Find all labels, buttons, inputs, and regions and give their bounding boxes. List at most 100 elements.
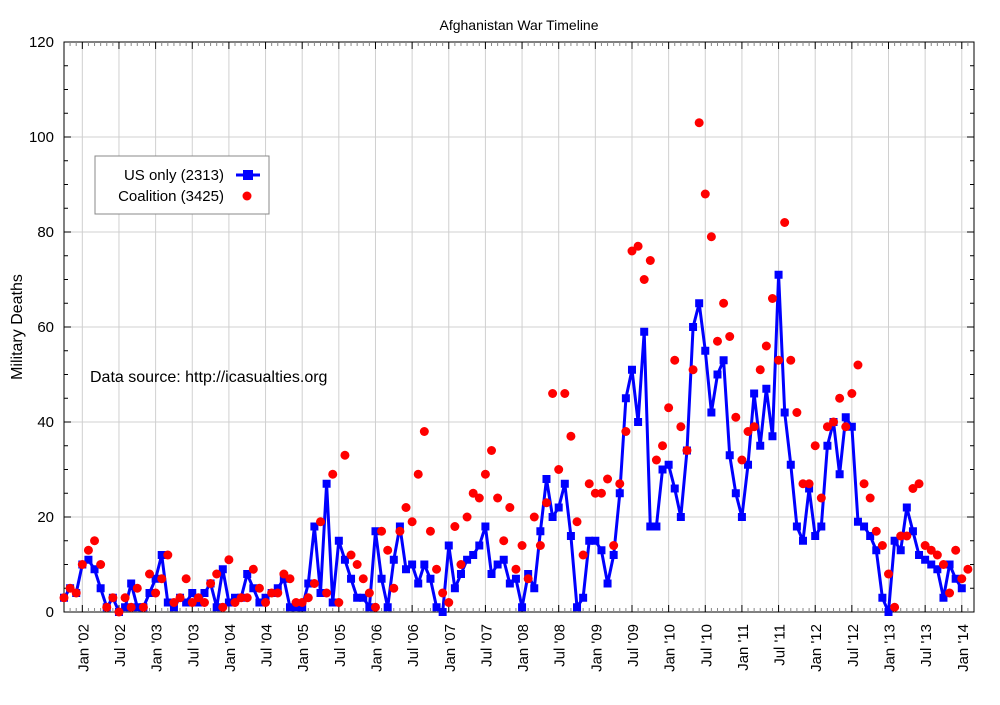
coalition-point [804,479,814,489]
coalition-point [554,465,564,474]
coalition-point [163,550,173,560]
coalition-point [83,545,93,555]
x-tick-label: Jul '12 [845,624,862,667]
coalition-point [902,531,912,541]
us-point [713,370,722,379]
us-point [805,484,814,493]
coalition-point [352,560,362,569]
coalition-point [645,256,655,265]
us-point [835,470,844,479]
us-point [456,570,465,578]
legend: US only (2313) Coalition (3425) [94,155,270,215]
coalition-point [230,598,240,607]
coalition-point [309,579,319,588]
us-point [609,551,618,559]
us-point [145,589,154,597]
coalition-point [120,593,130,603]
us-point [371,527,380,536]
coalition-point [181,574,191,584]
coalition-point [108,593,118,603]
coalition-point [132,583,142,593]
coalition-point [877,541,887,550]
us-point [249,584,258,593]
coalition-point [810,441,820,451]
us-point [475,541,484,550]
coalition-point [456,560,466,569]
coalition-point [932,550,942,560]
us-point [169,603,178,612]
us-point [444,541,453,550]
us-point [927,560,936,569]
us-point [518,603,527,612]
us-point [530,584,539,593]
us-point [511,574,520,583]
x-tick-label: Jan '08 [515,624,532,672]
us-point [334,536,343,545]
coalition-point [377,526,387,536]
coalition-point [951,545,961,555]
us-point [786,460,795,469]
us-point [353,593,362,602]
coalition-point [169,598,179,607]
us-point [933,565,942,574]
coalition-point [401,503,411,512]
us-point [365,603,374,612]
x-tick-label: Jan '05 [295,624,312,672]
us-point [255,598,264,607]
y-tick-label: 60 [37,319,54,336]
us-point [322,479,331,488]
coalition-point [651,455,661,465]
legend-swatch-coalition-marker [242,191,252,201]
us-point [389,555,398,564]
coalition-point [627,246,637,256]
coalition-point [334,598,344,607]
us-point [725,451,734,460]
us-point [188,589,197,597]
us-point [224,598,233,607]
coalition-point [755,365,765,375]
coalition-point [425,526,435,536]
x-tick-label: Jan '06 [368,624,385,672]
us-point [646,522,655,531]
coalition-point [126,602,136,612]
us-point [292,603,301,612]
us-point [621,394,630,403]
us-point [939,593,948,602]
us-point [426,574,435,583]
us-point [402,565,411,574]
coalition-point [596,488,606,498]
us-point [395,522,404,531]
us-point [243,570,252,578]
coalition-point [413,469,423,479]
x-tick-label: Jan '10 [662,624,679,672]
us-point [316,589,325,597]
us-point [298,603,307,612]
us-point [634,418,643,426]
coalition-point [242,593,252,603]
coalition-point [676,422,686,432]
coalition-point [206,579,216,588]
coalition-point [865,493,875,503]
us-point [768,432,777,441]
coalition-point [358,574,368,584]
us-point [163,598,172,607]
us-point [640,327,649,336]
coalition-point [548,389,558,398]
coalition-point [792,408,802,417]
coalition-point [786,355,796,365]
coalition-point [224,555,234,565]
us-point [774,270,783,279]
us-point [133,603,142,612]
us-point [548,513,557,521]
x-tick-label: Jan '04 [222,624,239,672]
coalition-point [389,583,399,593]
us-point [896,546,905,555]
coalition-point [157,574,167,584]
us-point [542,475,551,483]
coalition-point [261,598,271,607]
coalition-point [438,588,448,598]
us-point [866,532,875,540]
us-point [194,598,203,607]
coalition-point [59,593,69,603]
coalition-point [541,498,551,508]
